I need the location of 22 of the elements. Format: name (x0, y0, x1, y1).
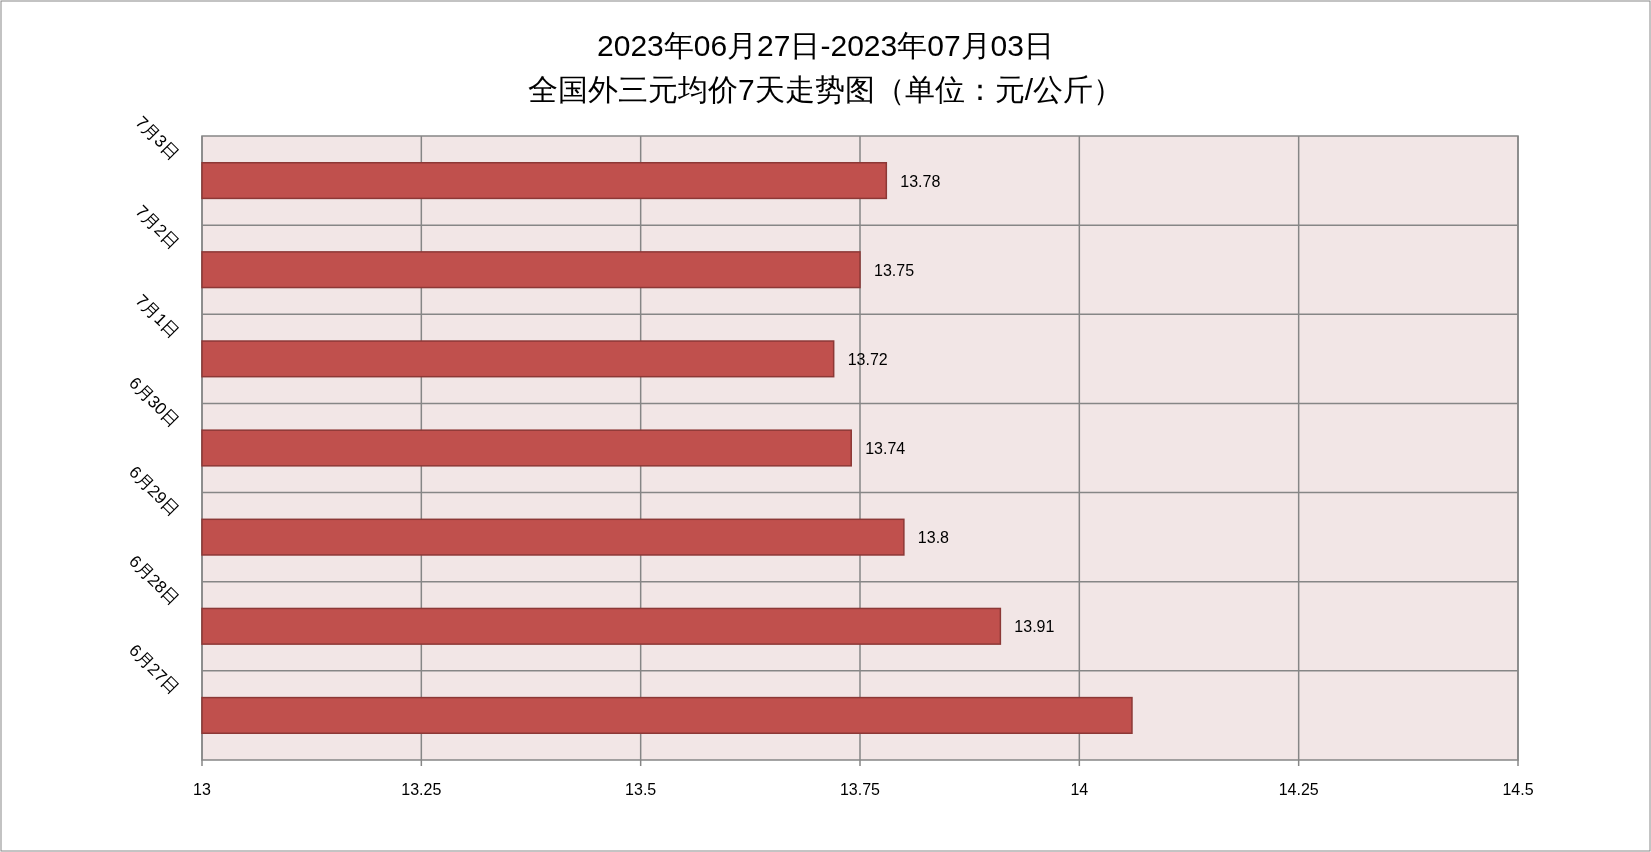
data-label: 13.74 (865, 440, 906, 457)
data-label: 13.8 (917, 529, 950, 547)
chart-subtitle: 全国外三元均价7天走势图（单位：元/公斤） (527, 73, 1124, 106)
x-tick-label: 13.25 (401, 781, 442, 798)
x-tick-label: 13.5 (625, 781, 657, 798)
x-tick-label: 14.5 (1502, 781, 1534, 798)
y-tick-label: 7月2日 (131, 201, 183, 253)
data-label: 13.72 (847, 350, 888, 368)
y-tick-label: 6月29日 (125, 462, 183, 520)
data-label: 13.91 (1014, 618, 1055, 636)
y-tick-label: 6月28日 (125, 551, 183, 610)
x-tick-label: 13 (193, 781, 211, 798)
data-label: 13.75 (874, 261, 915, 279)
y-tick-label: 7月1日 (131, 290, 183, 342)
x-tick-label: 13.75 (839, 781, 881, 798)
x-tick-label: 14 (1070, 781, 1089, 798)
x-tick-label: 14.25 (1278, 781, 1319, 798)
y-tick-label: 6月30日 (125, 373, 183, 431)
chart-title: 2023年06月27日-2023年07月03日 (597, 29, 1054, 62)
y-tick-label: 7月3日 (131, 112, 183, 164)
y-tick-label: 6月27日 (125, 640, 183, 699)
data-label: 13.78 (900, 172, 941, 190)
